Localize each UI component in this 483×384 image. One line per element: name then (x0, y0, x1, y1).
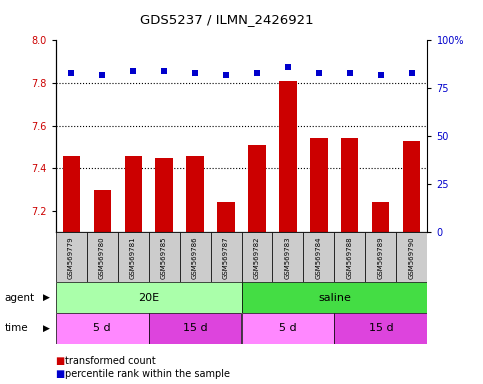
Point (346, 70, 354, 76)
Point (160, 68, 168, 74)
Text: transformed count: transformed count (65, 356, 156, 366)
Text: GSM569789: GSM569789 (378, 236, 384, 279)
Text: GSM569783: GSM569783 (285, 236, 291, 279)
Point (253, 70, 261, 76)
Bar (280, 81, 297, 232)
Point (284, 64, 292, 70)
Text: GSM569784: GSM569784 (316, 236, 322, 278)
Text: agent: agent (5, 293, 35, 303)
Text: 5 d: 5 d (279, 323, 297, 333)
Bar (334, 313, 427, 344)
Text: GSM569788: GSM569788 (347, 236, 353, 279)
Bar (211, 232, 242, 282)
Point (315, 70, 323, 76)
Point (191, 70, 199, 76)
Bar (56, 232, 86, 282)
Bar (125, 156, 142, 232)
Text: GSM569782: GSM569782 (254, 236, 260, 278)
Bar (242, 313, 334, 344)
Bar (248, 145, 266, 232)
Text: GSM569790: GSM569790 (409, 236, 415, 279)
Bar (149, 313, 242, 344)
Text: GSM569781: GSM569781 (130, 236, 136, 279)
Text: 15 d: 15 d (183, 323, 207, 333)
Point (377, 72, 385, 78)
Bar (94, 190, 111, 232)
Bar (397, 232, 427, 282)
Bar (217, 202, 235, 232)
Text: GSM569787: GSM569787 (223, 236, 229, 279)
Bar (334, 232, 366, 282)
Point (222, 72, 230, 78)
Bar (156, 158, 172, 232)
Text: GSM569779: GSM569779 (68, 236, 74, 279)
Point (67, 70, 75, 76)
Text: 15 d: 15 d (369, 323, 393, 333)
Bar (242, 282, 427, 313)
Bar (180, 232, 211, 282)
Bar (403, 141, 421, 232)
Bar (56, 313, 149, 344)
Bar (242, 232, 272, 282)
Text: ■: ■ (56, 356, 65, 366)
Text: ▶: ▶ (43, 293, 49, 302)
Bar (372, 202, 389, 232)
Point (98, 72, 106, 78)
Bar (86, 232, 117, 282)
Bar (117, 232, 149, 282)
Point (408, 70, 416, 76)
Text: percentile rank within the sample: percentile rank within the sample (65, 369, 230, 379)
Text: time: time (5, 323, 28, 333)
Point (129, 68, 137, 74)
Bar (186, 156, 203, 232)
Bar (303, 232, 334, 282)
Text: saline: saline (318, 293, 351, 303)
Bar (311, 139, 327, 232)
Bar (366, 232, 397, 282)
Bar (272, 232, 303, 282)
Bar (62, 156, 80, 232)
Text: 5 d: 5 d (93, 323, 111, 333)
Bar (149, 232, 180, 282)
Text: GDS5237 / ILMN_2426921: GDS5237 / ILMN_2426921 (140, 13, 314, 26)
Bar (56, 282, 242, 313)
Text: GSM569786: GSM569786 (192, 236, 198, 279)
Text: ▶: ▶ (43, 324, 49, 333)
Bar (341, 139, 358, 232)
Text: ■: ■ (56, 369, 65, 379)
Text: 20E: 20E (138, 293, 159, 303)
Text: GSM569785: GSM569785 (161, 236, 167, 278)
Text: GSM569780: GSM569780 (99, 236, 105, 279)
